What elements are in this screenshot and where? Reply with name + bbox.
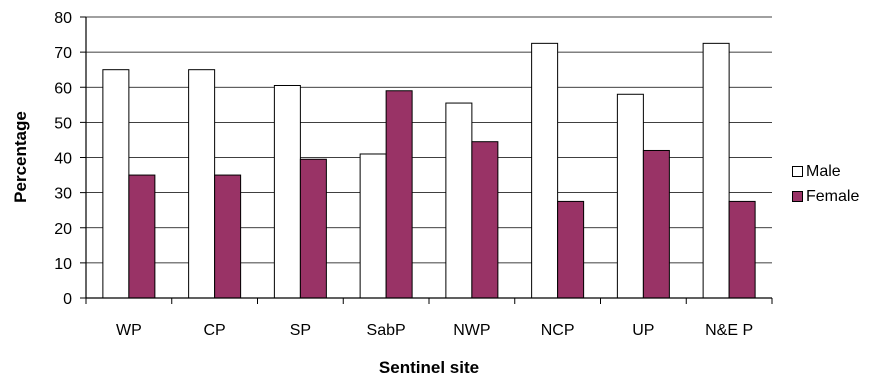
bar-male-n-e-p bbox=[702, 42, 730, 299]
y-tick-label: 40 bbox=[54, 151, 72, 168]
x-tick-label: N&E P bbox=[705, 322, 753, 339]
bar-female-wp bbox=[128, 174, 156, 299]
y-tick-label: 70 bbox=[54, 45, 72, 62]
legend-item-female: Female bbox=[792, 184, 859, 209]
x-tick-label: SabP bbox=[367, 322, 406, 339]
bar-female-up bbox=[642, 149, 670, 299]
bar-male-wp bbox=[102, 69, 130, 299]
bar-series bbox=[102, 42, 756, 299]
x-tick-label: WP bbox=[116, 322, 142, 339]
y-tick-label: 30 bbox=[54, 186, 72, 203]
y-tick-label: 60 bbox=[54, 80, 72, 97]
bar-male-sabp bbox=[359, 153, 387, 299]
bar-male-nwp bbox=[445, 102, 473, 299]
legend-label-male: Male bbox=[806, 162, 841, 180]
x-axis-title: Sentinel site bbox=[379, 358, 479, 377]
bar-male-up bbox=[616, 93, 644, 299]
y-axis-title: Percentage bbox=[11, 111, 30, 203]
bar-female-sp bbox=[299, 158, 327, 299]
y-axis-ticks: 0 10 20 30 40 50 60 70 80 bbox=[54, 10, 86, 308]
legend-swatch-female bbox=[792, 191, 803, 202]
bar-female-n-e-p bbox=[728, 200, 756, 299]
y-tick-label: 0 bbox=[63, 291, 72, 308]
bar-female-sabp bbox=[385, 90, 413, 299]
y-tick-label: 50 bbox=[54, 115, 72, 132]
bar-female-nwp bbox=[471, 141, 499, 299]
x-tick-label: NCP bbox=[541, 322, 575, 339]
y-tick-label: 80 bbox=[54, 10, 72, 27]
legend-swatch-male bbox=[792, 166, 803, 177]
x-tick-label: UP bbox=[632, 322, 654, 339]
x-tick-label: SP bbox=[290, 322, 311, 339]
legend-label-female: Female bbox=[806, 187, 860, 205]
bar-male-cp bbox=[188, 69, 216, 299]
bar-male-sp bbox=[273, 84, 301, 299]
bar-female-ncp bbox=[557, 200, 585, 299]
bar-male-ncp bbox=[531, 42, 559, 299]
legend: Male Female bbox=[792, 159, 859, 209]
y-tick-label: 10 bbox=[54, 256, 72, 273]
x-axis-ticks: WP CP SP SabP NWP NCP UP N&E P bbox=[85, 298, 773, 339]
bar-female-cp bbox=[214, 174, 242, 299]
y-tick-label: 20 bbox=[54, 221, 72, 238]
x-tick-label: CP bbox=[204, 322, 226, 339]
legend-item-male: Male bbox=[792, 159, 859, 184]
x-tick-label: NWP bbox=[453, 322, 490, 339]
